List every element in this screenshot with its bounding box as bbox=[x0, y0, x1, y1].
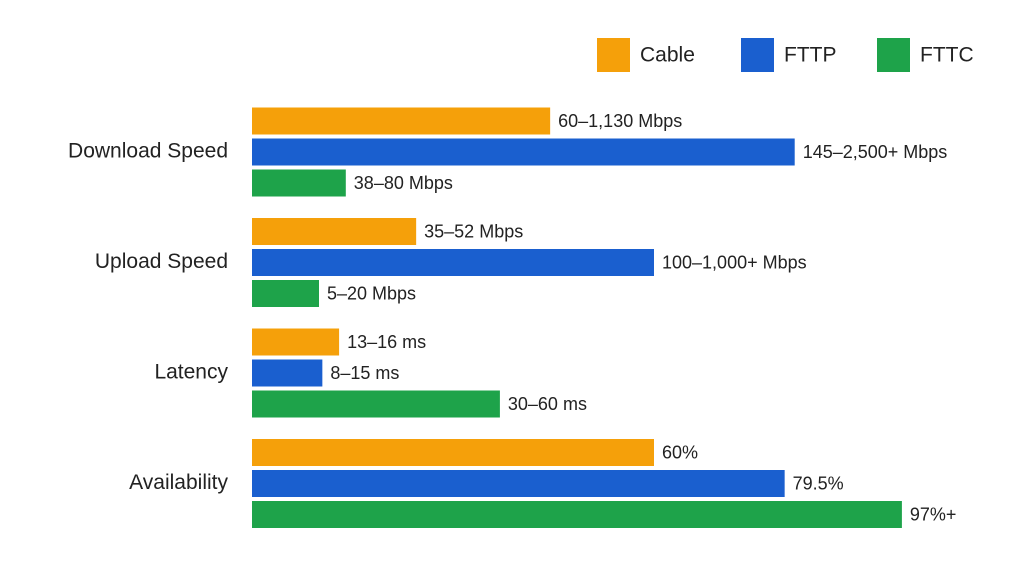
bar bbox=[252, 138, 795, 166]
bar bbox=[252, 169, 346, 197]
value-label: 100–1,000+ Mbps bbox=[662, 252, 807, 272]
value-label: 38–80 Mbps bbox=[354, 173, 453, 193]
bar bbox=[252, 218, 417, 245]
bar bbox=[252, 501, 902, 528]
bar bbox=[252, 280, 319, 307]
bar bbox=[252, 390, 500, 418]
value-label: 60–1,130 Mbps bbox=[558, 111, 682, 131]
value-label: 8–15 ms bbox=[330, 363, 399, 383]
bar bbox=[252, 107, 551, 135]
category-label: Latency bbox=[154, 361, 228, 384]
category-label: Upload Speed bbox=[95, 250, 228, 273]
legend-label: Cable bbox=[640, 44, 695, 67]
value-label: 30–60 ms bbox=[508, 394, 587, 414]
value-label: 79.5% bbox=[793, 473, 844, 493]
bar bbox=[252, 328, 340, 356]
bar bbox=[252, 249, 654, 276]
category-label: Availability bbox=[129, 471, 228, 494]
category-label: Download Speed bbox=[68, 140, 228, 163]
value-label: 60% bbox=[662, 442, 698, 462]
legend-swatch bbox=[877, 38, 910, 72]
bar bbox=[252, 439, 654, 466]
value-label: 35–52 Mbps bbox=[424, 221, 523, 241]
legend-swatch bbox=[597, 38, 630, 72]
value-label: 145–2,500+ Mbps bbox=[803, 142, 948, 162]
legend-label: FTTP bbox=[784, 44, 837, 67]
value-label: 97%+ bbox=[910, 504, 957, 524]
legend-swatch bbox=[741, 38, 774, 72]
legend-label: FTTC bbox=[920, 44, 974, 67]
value-label: 13–16 ms bbox=[347, 332, 426, 352]
value-label: 5–20 Mbps bbox=[327, 283, 416, 303]
bar bbox=[252, 359, 323, 387]
bar bbox=[252, 470, 785, 497]
